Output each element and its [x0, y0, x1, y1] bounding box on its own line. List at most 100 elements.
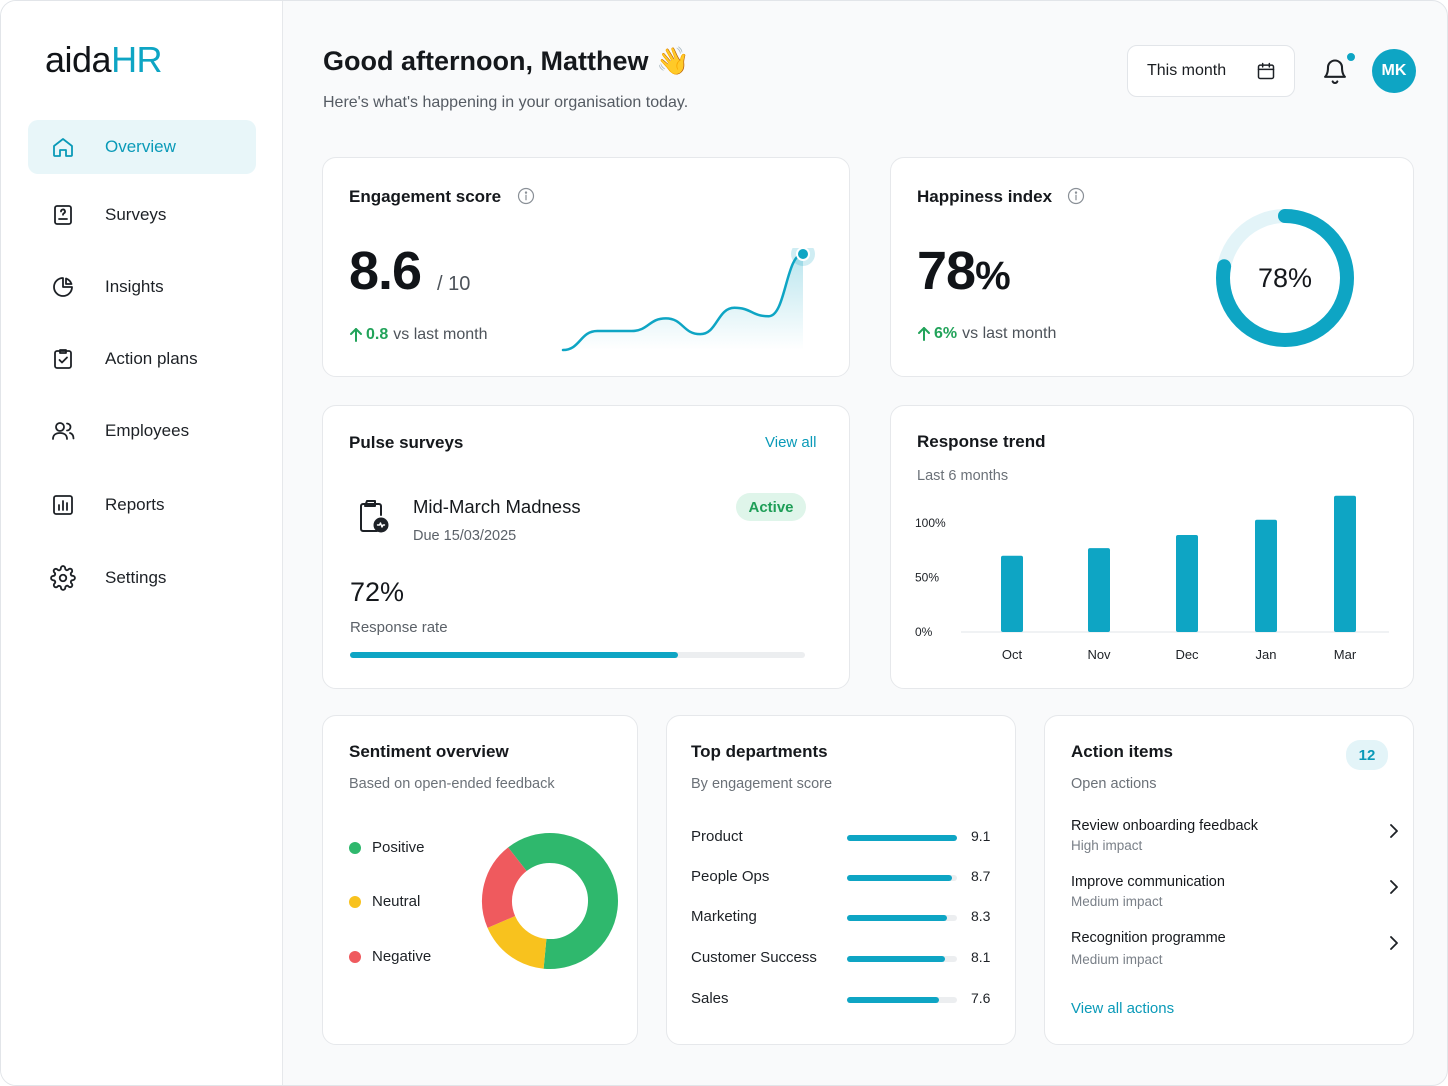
happiness-unit: %: [975, 254, 1011, 298]
card-title: Happiness index: [917, 187, 1053, 206]
legend-positive: Positive: [349, 839, 425, 856]
department-score: 8.1: [971, 949, 991, 965]
trend-caption: vs last month: [393, 326, 488, 343]
department-score: 7.6: [971, 990, 991, 1006]
trend-delta: 6%: [934, 325, 958, 342]
app-logo[interactable]: aidaHR: [45, 39, 163, 81]
action-item[interactable]: Recognition programme Medium impact: [1071, 930, 1398, 974]
legend-neutral: Neutral: [349, 893, 420, 910]
x-tick-label: Mar: [1334, 647, 1357, 662]
notifications-bell-icon[interactable]: [1321, 55, 1351, 89]
legend-negative: Negative: [349, 948, 431, 965]
action-title: Review onboarding feedback: [1071, 818, 1259, 834]
engagement-card: Engagement score 8.6 / 10 0.8 vs last mo…: [322, 157, 850, 377]
department-bar-fill: [847, 956, 945, 962]
sidebar-item-action-plans[interactable]: Action plans: [28, 332, 256, 386]
x-tick-label: Nov: [1087, 647, 1111, 662]
department-row: Sales 7.6: [691, 988, 991, 1012]
sidebar-item-label: Surveys: [105, 205, 167, 224]
department-name: Sales: [691, 990, 729, 1007]
card-subtitle: Based on open-ended feedback: [349, 776, 555, 792]
legend-label: Positive: [372, 839, 425, 856]
view-all-actions-link[interactable]: View all actions: [1071, 1000, 1175, 1017]
legend-swatch: [349, 841, 361, 854]
legend-label: Neutral: [372, 893, 421, 910]
main-content: Good afternoon, Matthew 👋 Here's what's …: [283, 1, 1447, 1085]
survey-name[interactable]: Mid-March Madness: [413, 496, 581, 517]
page-subtitle: Here's what's happening in your organisa…: [323, 94, 689, 111]
sidebar-item-label: Settings: [105, 568, 167, 587]
happiness-trend: 6% vs last month: [917, 325, 1056, 343]
sentiment-donut-chart: [482, 833, 618, 969]
wave-emoji-icon: 👋: [656, 46, 690, 76]
users-icon: [50, 418, 76, 444]
department-bar: [847, 875, 957, 881]
calendar-icon: [1256, 61, 1276, 86]
department-bar-fill: [847, 997, 939, 1003]
pulse-surveys-card: Pulse surveys View all Mid-March Madness…: [322, 405, 850, 689]
sidebar-item-surveys[interactable]: Surveys: [28, 188, 256, 242]
ring-label: 78%: [1258, 263, 1312, 293]
department-score: 9.1: [971, 828, 991, 844]
bar-mar: [1334, 495, 1356, 632]
bar-oct: [1001, 555, 1023, 632]
action-count-badge: 12: [1346, 740, 1388, 770]
sidebar-item-settings[interactable]: Settings: [28, 551, 256, 605]
trend-delta: 0.8: [366, 326, 389, 343]
department-bar: [847, 997, 957, 1003]
department-name: Product: [691, 828, 743, 845]
survey-due-date: Due 15/03/2025: [413, 528, 517, 544]
bar-nov: [1088, 548, 1110, 632]
notification-dot: [1345, 51, 1357, 63]
sidebar-item-overview[interactable]: Overview: [28, 120, 256, 174]
ring-progress: [1216, 209, 1354, 347]
card-title: Pulse surveys: [349, 433, 464, 452]
sparkline-endpoint: [796, 248, 810, 261]
happiness-number: 78: [917, 241, 976, 301]
action-impact: Medium impact: [1071, 952, 1163, 967]
info-icon[interactable]: [517, 187, 535, 205]
department-name: Marketing: [691, 908, 757, 925]
clipboard-check-icon: [50, 346, 76, 372]
card-title: Sentiment overview: [349, 742, 509, 761]
period-label: This month: [1147, 62, 1227, 79]
action-impact: High impact: [1071, 838, 1143, 853]
response-trend-card: Response trend Last 6 months 100% 50% 0% Oc…: [890, 405, 1414, 689]
y-tick-label: 50%: [915, 571, 939, 585]
response-rate-bar: [350, 652, 805, 658]
department-row: Marketing 8.3: [691, 906, 991, 930]
chevron-right-icon: [1387, 934, 1401, 957]
department-bar: [847, 956, 957, 962]
engagement-score-value: 8.6: [349, 241, 422, 301]
survey-icon: [50, 202, 76, 228]
bar-chart-icon: [50, 492, 76, 518]
action-item[interactable]: Improve communication Medium impact: [1071, 874, 1398, 918]
donut-neutral: [482, 833, 618, 969]
department-bar: [847, 835, 957, 841]
department-name: People Ops: [691, 868, 770, 885]
survey-clipboard-icon: [357, 498, 391, 541]
sidebar-item-insights[interactable]: Insights: [28, 260, 256, 314]
sidebar-item-reports[interactable]: Reports: [28, 478, 256, 532]
engagement-trend: 0.8 vs last month: [349, 326, 488, 344]
period-select-button[interactable]: This month: [1127, 45, 1295, 97]
view-all-surveys-link[interactable]: View all: [765, 434, 817, 451]
sidebar-item-employees[interactable]: Employees: [28, 404, 256, 458]
department-bar-fill: [847, 835, 957, 841]
chevron-right-icon: [1387, 878, 1401, 901]
department-name: Customer Success: [691, 949, 817, 966]
action-title: Recognition programme: [1071, 930, 1226, 946]
card-title: Top departments: [691, 742, 828, 761]
action-item[interactable]: Review onboarding feedback High impact: [1071, 818, 1398, 862]
info-icon[interactable]: [1067, 187, 1085, 205]
sparkline-area: [563, 254, 803, 350]
happiness-card: Happiness index 78% 6% vs last month 78%: [890, 157, 1414, 377]
greeting-text: Good afternoon, Matthew: [323, 46, 649, 76]
card-title: Engagement score: [349, 187, 502, 206]
card-subtitle: By engagement score: [691, 776, 833, 792]
arrow-up-icon: [350, 328, 362, 342]
top-departments-card: Top departments By engagement score Prod…: [666, 715, 1016, 1045]
logo-accent-text: HR: [111, 39, 163, 80]
avatar[interactable]: MK: [1372, 49, 1416, 93]
engagement-score-suffix: / 10: [437, 273, 471, 295]
